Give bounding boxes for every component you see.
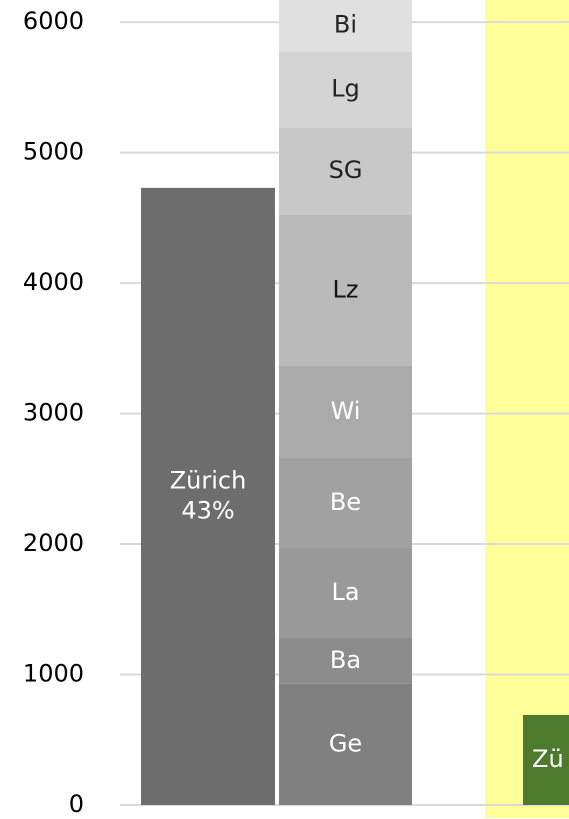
bar-label: Ba [330,646,361,674]
bar-label: Zürich [170,466,247,494]
bar-segment [279,214,412,366]
bar-label: Lg [331,75,360,103]
bar-label: SG [329,156,363,184]
bar-segment [279,365,412,458]
y-tick-label: 5000 [23,138,84,166]
highlight-band [485,0,569,818]
y-tick-label: 6000 [23,7,84,35]
bar-label: Wi [331,397,361,425]
bar-label: Zü [532,745,564,773]
bar-label: 43% [181,496,234,524]
bar-segment [523,714,569,805]
bar-label: Bi [334,11,357,39]
y-tick-label: 4000 [23,268,84,296]
bar-segment [279,547,412,638]
bar-label: La [331,578,359,606]
bar-segment [279,683,412,805]
bar-segment [279,127,412,215]
bar-segment [279,51,412,128]
y-tick-label: 3000 [23,399,84,427]
y-tick-label: 0 [69,790,84,818]
bar-segment [279,457,412,548]
bar-segment [279,637,412,684]
bar-label: Ge [329,729,362,757]
bar-segment [141,187,275,805]
y-tick-label: 1000 [23,660,84,688]
y-tick-label: 2000 [23,529,84,557]
bar-label: Lz [333,275,359,303]
bar-segment [279,0,412,52]
bar-label: Be [330,488,361,516]
